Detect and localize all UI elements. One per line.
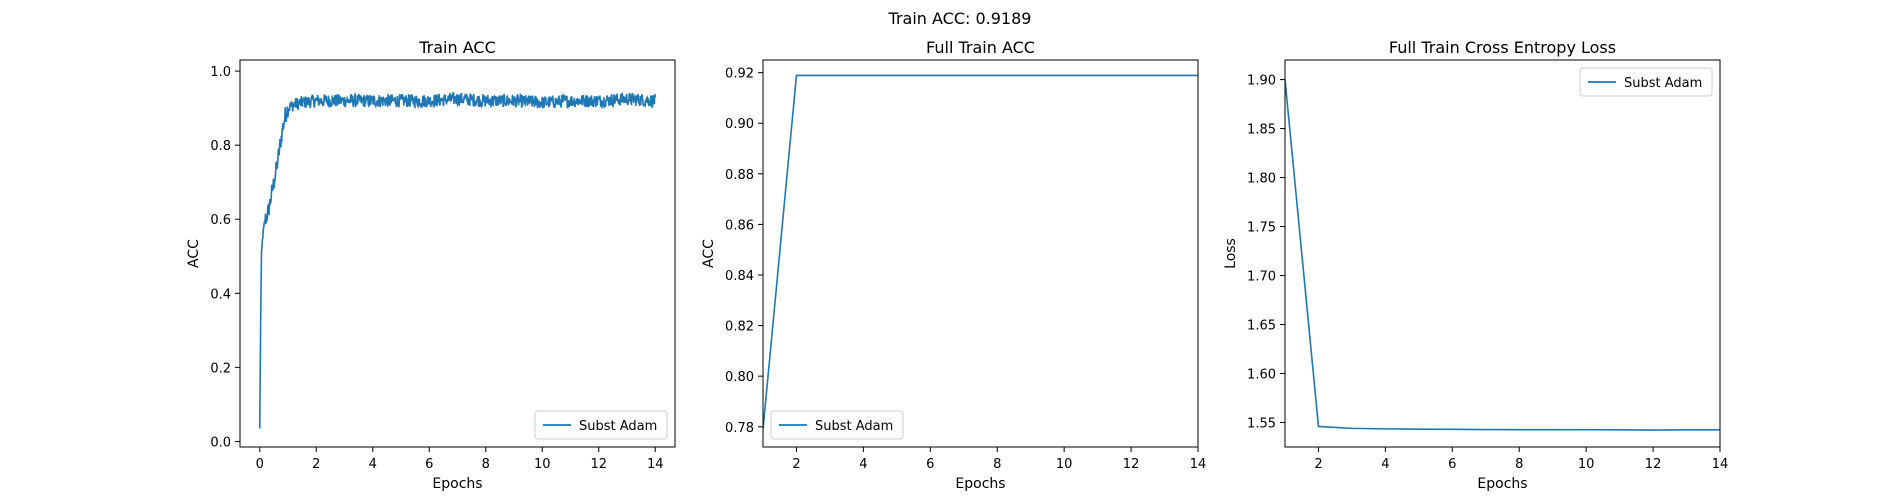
y-tick-label: 1.0 [210, 65, 231, 80]
y-tick-label: 0.86 [725, 218, 754, 233]
x-tick-label: 2 [1314, 457, 1322, 472]
legend-label: Subst Adam [815, 419, 893, 434]
x-tick-label: 8 [482, 457, 490, 472]
y-tick-label: 0.8 [210, 139, 231, 154]
y-tick-label: 0.6 [210, 213, 231, 228]
chart-title-train-acc: Train ACC [418, 38, 495, 57]
x-tick-label: 14 [1712, 457, 1729, 472]
y-tick-label: 1.75 [1247, 221, 1276, 236]
legend: Subst Adam [770, 410, 904, 440]
legend: Subst Adam [534, 410, 668, 440]
y-tick-label: 1.80 [1247, 172, 1276, 187]
y-tick-label: 1.85 [1247, 123, 1276, 138]
chart-title-full-train-loss: Full Train Cross Entropy Loss [1389, 38, 1616, 57]
y-tick-label: 0.82 [725, 320, 754, 335]
subplot-full-train-acc: Full Train ACC 2 4 6 8 10 12 14 0.78 0.80 0.82 0.84… [701, 38, 1206, 492]
x-tick-label: 2 [312, 457, 320, 472]
y-axis-label: ACC [701, 239, 717, 268]
legend: Subst Adam [1579, 67, 1713, 97]
x-tick-label: 8 [993, 457, 1001, 472]
x-axis-label: Epochs [432, 476, 482, 492]
x-axis-label: Epochs [955, 476, 1005, 492]
y-tick-label: 1.60 [1247, 368, 1276, 383]
x-tick-label: 10 [534, 457, 551, 472]
y-axis-label: Loss [1223, 238, 1239, 269]
y-tick-label: 0.88 [725, 168, 754, 183]
x-axis-label: Epochs [1477, 476, 1527, 492]
x-tick-label: 4 [1381, 457, 1389, 472]
x-tick-label: 6 [926, 457, 934, 472]
x-tick-label: 8 [1515, 457, 1523, 472]
axes-frame [762, 59, 1199, 448]
y-tick-label: 0.4 [210, 287, 231, 302]
y-tick-label: 1.55 [1247, 417, 1276, 432]
legend-box [1579, 67, 1713, 97]
legend-box [534, 410, 668, 440]
x-tick-label: 12 [1123, 457, 1140, 472]
y-tick-label: 1.70 [1247, 270, 1276, 285]
x-tick-label: 14 [1190, 457, 1207, 472]
legend-label: Subst Adam [579, 419, 657, 434]
x-tick-label: 2 [792, 457, 800, 472]
x-tick-label: 10 [1056, 457, 1073, 472]
subplot-train-acc: Train ACC 0 2 4 6 8 10 12 14 0.0 0.2 0.4 0.6 0.8 1.0 Ep… [186, 38, 676, 492]
x-tick-label: 12 [1645, 457, 1662, 472]
axes-frame [239, 59, 676, 448]
y-tick-label: 1.65 [1247, 319, 1276, 334]
axes-frame [1284, 59, 1721, 448]
x-tick-label: 4 [859, 457, 867, 472]
y-tick-label: 1.90 [1247, 74, 1276, 89]
y-axis-label: ACC [186, 239, 202, 268]
series-line-full-train-acc [763, 74, 1198, 430]
x-tick-label: 12 [590, 457, 607, 472]
x-tick-label: 6 [1448, 457, 1456, 472]
y-tick-label: 0.84 [725, 269, 754, 284]
subplot-full-train-loss: Full Train Cross Entropy Loss 2 4 6 8 10 12 14 1… [1223, 38, 1728, 492]
x-tick-label: 4 [369, 457, 377, 472]
y-tick-label: 0.80 [725, 370, 754, 385]
series-line-train-acc [258, 92, 657, 429]
figure-suptitle: Train ACC: 0.9189 [888, 9, 1032, 28]
x-tick-label: 14 [647, 457, 664, 472]
x-tick-label: 0 [256, 457, 264, 472]
y-tick-label: 0.90 [725, 117, 754, 132]
series-line-full-train-loss [1285, 79, 1720, 431]
x-tick-label: 6 [425, 457, 433, 472]
y-tick-label: 0.2 [210, 361, 231, 376]
chart-title-full-train-acc: Full Train ACC [926, 38, 1035, 57]
y-tick-label: 0.92 [725, 67, 754, 82]
y-tick-label: 0.78 [725, 421, 754, 436]
y-tick-label: 0.0 [210, 435, 231, 450]
legend-label: Subst Adam [1624, 76, 1702, 91]
legend-box [770, 410, 904, 440]
x-tick-label: 10 [1578, 457, 1595, 472]
